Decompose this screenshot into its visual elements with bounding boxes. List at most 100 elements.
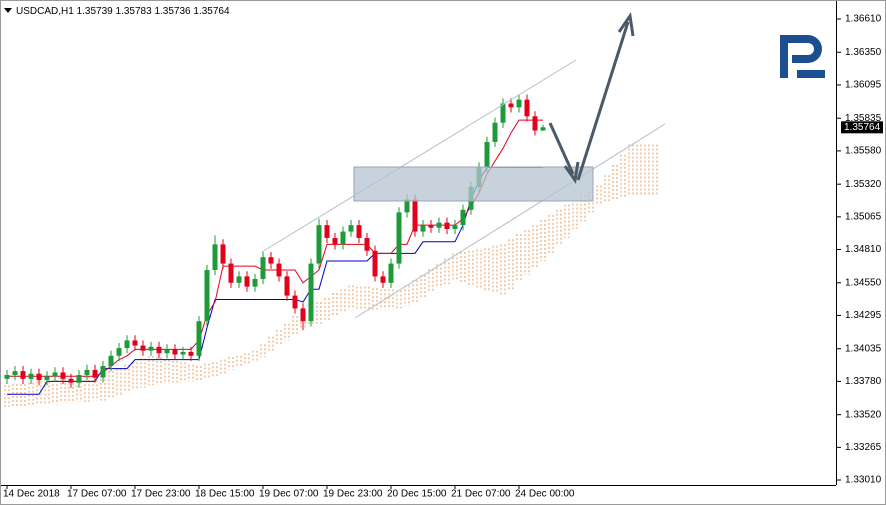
candle-body xyxy=(284,276,290,296)
y-tick-label: 1.33010 xyxy=(845,475,882,486)
candle-body xyxy=(84,369,90,375)
cloud-hatch xyxy=(140,358,146,388)
price-tag xyxy=(841,121,883,134)
cloud-hatch xyxy=(612,164,618,200)
candle-body xyxy=(436,222,442,228)
candle-body xyxy=(380,276,386,283)
candle-body xyxy=(108,355,114,367)
cloud-hatch xyxy=(460,252,466,283)
cloud-hatch xyxy=(652,144,658,196)
cloud-hatch xyxy=(52,380,58,405)
candle-body xyxy=(276,263,282,277)
candle-body xyxy=(4,374,10,379)
candle-body xyxy=(372,250,378,277)
cloud-hatch xyxy=(276,330,282,346)
candle-body xyxy=(180,351,186,355)
cloud-hatch xyxy=(556,209,562,246)
candle-body xyxy=(540,127,546,131)
candle-body xyxy=(460,209,466,226)
candle-body xyxy=(76,374,82,383)
cloud-hatch xyxy=(244,353,250,365)
cloud-hatch xyxy=(188,364,194,382)
candle-body xyxy=(292,295,298,309)
close: 1.35764 xyxy=(193,6,230,17)
candle-body xyxy=(124,340,130,349)
y-tick-label: 1.34295 xyxy=(845,310,882,321)
candle-body xyxy=(116,348,122,356)
y-tick-label: 1.33520 xyxy=(845,409,882,420)
y-tick-label: 1.35835 xyxy=(845,113,882,124)
candle-body xyxy=(300,308,306,322)
cloud-hatch xyxy=(468,250,474,286)
candle-body xyxy=(100,366,106,378)
candle-body xyxy=(500,103,506,123)
x-tick-label: 17 Dec 23:00 xyxy=(131,489,191,500)
y-tick-label: 1.35580 xyxy=(845,146,882,157)
candle-body xyxy=(92,369,98,378)
price-tag-label: 1.35764 xyxy=(844,122,881,133)
support-zone xyxy=(353,166,594,202)
y-tick-label: 1.36095 xyxy=(845,80,882,91)
candle-body xyxy=(516,99,522,108)
cloud-hatch xyxy=(108,371,114,399)
candle-body xyxy=(532,116,538,131)
candle-body xyxy=(316,225,322,264)
cloud-hatch xyxy=(548,214,554,255)
logo-bar xyxy=(797,70,825,78)
candle-body xyxy=(484,141,490,168)
cloud-hatch xyxy=(284,323,290,341)
candle-body xyxy=(444,222,450,230)
cloud-hatch xyxy=(484,248,490,291)
x-tick-label: 20 Dec 15:00 xyxy=(387,489,447,500)
cloud-hatch xyxy=(116,368,122,396)
candle-body xyxy=(364,237,370,251)
cloud-hatch xyxy=(68,378,74,404)
candle-body xyxy=(12,371,18,375)
cloud-hatch xyxy=(340,289,346,314)
candle-body xyxy=(428,225,434,228)
x-tick-label: 19 Dec 07:00 xyxy=(259,489,319,500)
cloud-hatch xyxy=(268,336,274,352)
logo xyxy=(780,35,825,78)
cloud-hatch xyxy=(532,225,538,269)
cloud-hatch xyxy=(644,144,650,196)
high: 1.35783 xyxy=(116,6,153,17)
candle-body xyxy=(140,345,146,351)
candle-body xyxy=(332,237,338,245)
cloud-hatch xyxy=(636,144,642,196)
menu-arrow xyxy=(4,8,12,13)
candle-body xyxy=(220,244,226,264)
arrow-head xyxy=(563,161,580,184)
candle-body xyxy=(324,225,330,238)
candle-body xyxy=(508,103,514,108)
candle-body xyxy=(492,122,498,142)
cloud-hatch xyxy=(572,199,578,230)
arrow-up xyxy=(576,21,630,181)
candle-body xyxy=(156,346,162,354)
cloud-hatch xyxy=(524,230,530,276)
y-tick-label: 1.33780 xyxy=(845,376,882,387)
candle-body xyxy=(204,269,210,322)
arrow-head xyxy=(617,12,635,37)
candle-body xyxy=(388,263,394,283)
candle-body xyxy=(404,199,410,213)
candle-body xyxy=(420,225,426,232)
cloud-hatch xyxy=(388,289,394,310)
cloud-hatch xyxy=(204,363,210,379)
cloud-hatch xyxy=(124,364,130,393)
y-tick-label: 1.36350 xyxy=(845,47,882,58)
cloud-hatch xyxy=(196,366,202,382)
candle-body xyxy=(308,263,314,322)
candle-body xyxy=(348,225,354,232)
cloud-hatch xyxy=(132,362,138,391)
candle-body xyxy=(164,349,170,354)
candle-body xyxy=(228,263,234,283)
cloud-hatch xyxy=(404,285,410,306)
cloud-hatch xyxy=(292,316,298,336)
candle-body xyxy=(60,372,66,379)
candle-body xyxy=(524,99,530,117)
ichimoku-cloud xyxy=(4,144,658,408)
cloud-hatch xyxy=(308,305,314,327)
